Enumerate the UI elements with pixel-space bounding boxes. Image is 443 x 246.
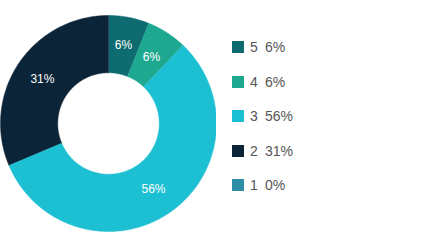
html-text:0%: 0% — [265, 177, 286, 194]
svg-text:6%: 6% — [115, 38, 133, 52]
svg-text:6%: 6% — [143, 50, 161, 64]
svg-text:56%: 56% — [141, 182, 165, 196]
html-text:2: 2 — [250, 142, 258, 159]
html-text:31%: 31% — [265, 142, 293, 159]
html-text:1: 1 — [250, 177, 258, 194]
html-text:6%: 6% — [265, 39, 286, 56]
html-text:4: 4 — [250, 73, 258, 90]
html-text:3: 3 — [250, 108, 258, 125]
html-text:6%: 6% — [265, 73, 286, 90]
html-text:5: 5 — [250, 39, 258, 56]
html-text:56%: 56% — [265, 108, 293, 125]
svg-text:31%: 31% — [30, 72, 54, 86]
